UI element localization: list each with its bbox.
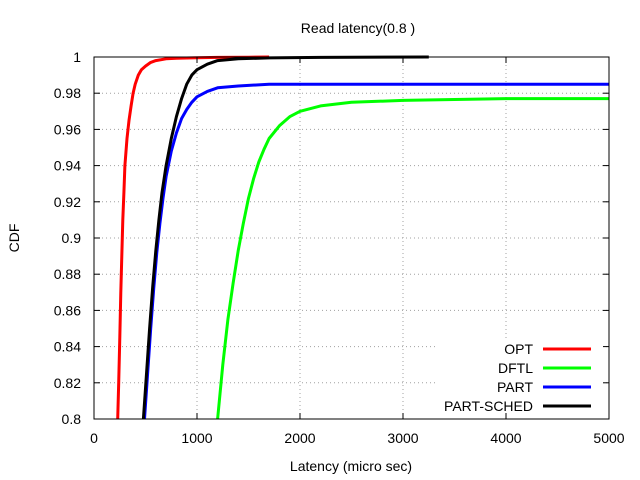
y-tick-label: 0.86 xyxy=(54,302,81,318)
legend-label: PART-SCHED xyxy=(444,398,533,414)
y-tick-label: 0.92 xyxy=(54,194,81,210)
x-tick-label: 2000 xyxy=(284,430,315,446)
y-tick-label: 0.82 xyxy=(54,375,81,391)
legend-label: OPT xyxy=(504,341,533,357)
y-tick-label: 0.96 xyxy=(54,121,81,137)
series-line-dftl xyxy=(216,97,609,420)
series-lines xyxy=(116,55,609,420)
series-line-opt xyxy=(116,55,270,420)
x-tick-label: 0 xyxy=(90,430,98,446)
x-tick-label: 4000 xyxy=(490,430,521,446)
x-axis-label: Latency (micro sec) xyxy=(290,458,412,474)
series-line-part-sched xyxy=(141,55,429,420)
legend-label: DFTL xyxy=(498,360,533,376)
y-axis-label: CDF xyxy=(6,224,22,253)
y-tick-label: 0.94 xyxy=(54,158,81,174)
y-tick-label: 0.8 xyxy=(62,411,82,427)
y-tick-label: 0.84 xyxy=(54,339,81,355)
axis-ticks: 0 1000 2000 3000 4000 5000 0.8 0.82 0.84 0.86 0.88… xyxy=(54,49,625,446)
x-tick-label: 1000 xyxy=(181,430,212,446)
x-tick-label: 5000 xyxy=(593,430,624,446)
x-tick-label: 3000 xyxy=(387,430,418,446)
legend-label: PART xyxy=(497,379,533,395)
chart-title: Read latency(0.8 ) xyxy=(301,20,415,36)
legend: OPT DFTL PART PART-SCHED xyxy=(444,341,591,414)
y-tick-label: 0.88 xyxy=(54,266,81,282)
grid-lines xyxy=(94,57,609,419)
y-tick-label: 0.9 xyxy=(62,230,82,246)
y-tick-label: 0.98 xyxy=(54,85,81,101)
y-tick-label: 1 xyxy=(73,49,81,65)
